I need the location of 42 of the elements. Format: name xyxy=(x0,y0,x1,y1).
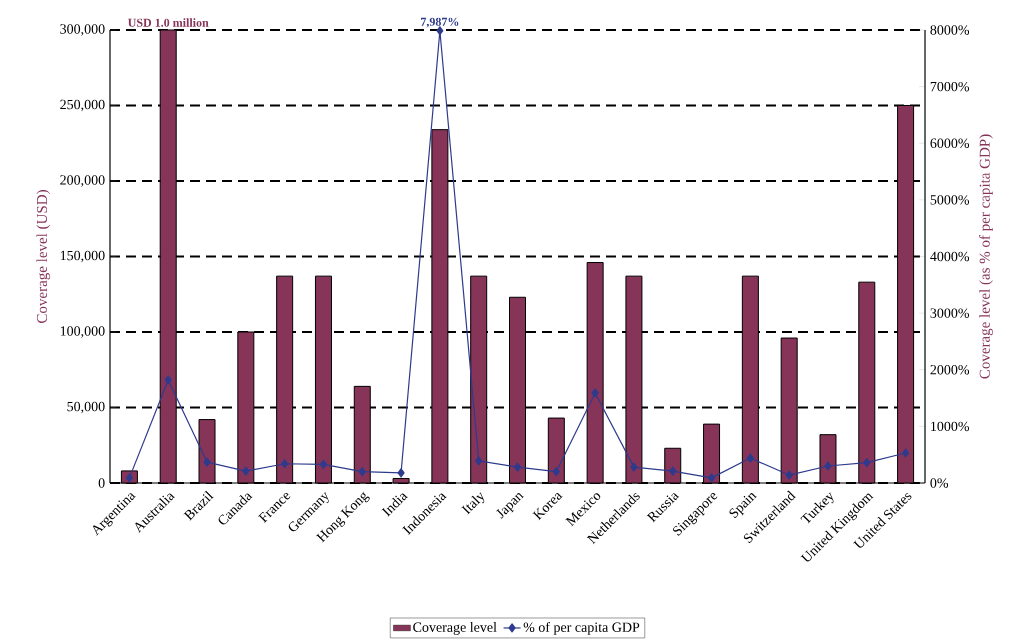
point xyxy=(281,459,289,469)
point xyxy=(164,375,172,385)
legend-label: % of per capita GDP xyxy=(523,621,640,635)
point xyxy=(863,458,871,468)
point xyxy=(707,473,716,483)
x-tick-label: Italy xyxy=(461,492,485,515)
y-tick-label: 50,000 xyxy=(67,401,105,414)
y2-tick-label: 0% xyxy=(930,478,949,488)
point xyxy=(591,388,599,398)
point xyxy=(746,453,754,463)
y2-tick-label: 8000% xyxy=(930,25,970,35)
y2-tick-label: 1000% xyxy=(931,421,970,432)
point xyxy=(203,457,211,467)
point xyxy=(242,466,250,476)
point xyxy=(397,468,405,478)
data-label: USD 1.0 million xyxy=(128,18,209,27)
y2-axis-title: Coverage level (as % of per capita GDP) xyxy=(979,134,993,379)
y-tick-label: 100,000 xyxy=(60,326,105,338)
point xyxy=(513,462,522,472)
point xyxy=(475,456,483,466)
y2-tick-label: 2000% xyxy=(930,365,970,375)
point xyxy=(319,459,328,469)
point xyxy=(630,462,638,472)
legend-label: Coverage level xyxy=(413,622,497,635)
point xyxy=(824,461,832,471)
y-tick-label: 150,000 xyxy=(60,250,105,263)
point xyxy=(669,466,677,476)
y2-tick-label: 4000% xyxy=(930,251,970,262)
y-tick-label: 200,000 xyxy=(60,175,105,187)
point xyxy=(552,467,560,477)
point xyxy=(358,467,366,477)
data-label: 7,987% xyxy=(421,17,459,28)
y2-tick-label: 6000% xyxy=(930,138,970,148)
y-tick-label: 0 xyxy=(98,478,105,488)
y-tick-label: 250,000 xyxy=(60,99,105,112)
y2-tick-label: 7000% xyxy=(930,81,970,92)
y-axis-title: Coverage level (USD) xyxy=(36,190,51,323)
y2-tick-label: 5000% xyxy=(930,195,970,205)
point xyxy=(902,448,910,458)
y2-tick-label: 3000% xyxy=(930,308,970,318)
point xyxy=(785,470,793,480)
y-tick-label: 300,000 xyxy=(60,24,105,36)
